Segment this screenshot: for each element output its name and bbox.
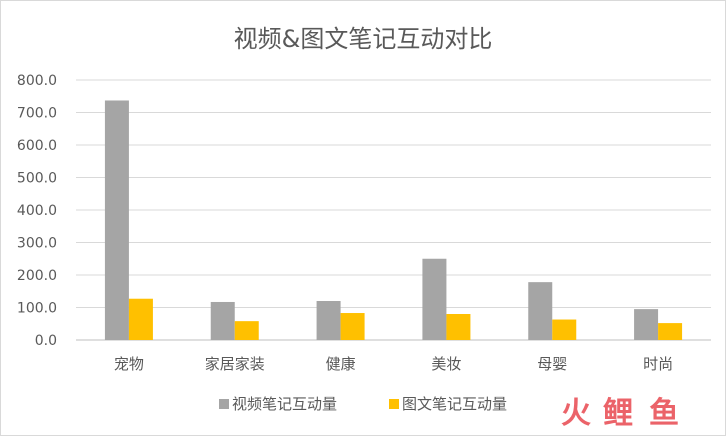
y-tick-label: 500.0	[17, 171, 57, 187]
watermark-char: 鱼	[649, 396, 679, 431]
chart-title: 视频&图文笔记互动对比	[234, 25, 493, 53]
bar-image-3	[446, 314, 471, 340]
x-category-label: 家居家装	[205, 355, 265, 373]
y-tick-label: 400.0	[17, 203, 57, 219]
watermark-logo: 火鲤鱼	[561, 396, 679, 431]
bar-video-0	[104, 100, 129, 340]
y-tick-label: 800.0	[17, 73, 57, 89]
bars	[104, 100, 683, 340]
bar-video-3	[422, 258, 447, 340]
bar-video-4	[528, 282, 553, 340]
y-tick-label: 700.0	[17, 106, 57, 122]
y-tick-label: 600.0	[17, 138, 57, 154]
x-category-label: 宠物	[114, 355, 144, 373]
bar-video-5	[634, 309, 659, 340]
bar-image-2	[340, 313, 365, 340]
bar-image-4	[552, 319, 577, 340]
watermark-char: 火	[561, 396, 591, 431]
x-axis-categories: 宠物 家居家装 健康 美妆 母婴 时尚	[114, 355, 673, 373]
watermark-char: 鲤	[603, 396, 633, 431]
legend-label: 图文笔记互动量	[402, 395, 507, 413]
x-category-label: 美妆	[431, 355, 461, 373]
bar-video-1	[210, 301, 235, 340]
y-tick-label: 100.0	[17, 301, 57, 317]
legend: 视频笔记互动量 图文笔记互动量	[219, 395, 507, 413]
x-category-label: 母婴	[537, 355, 567, 373]
bar-image-1	[234, 321, 259, 340]
y-axis-ticks: 0.0 100.0 200.0 300.0 400.0 500.0 600.0 700.0 80…	[17, 73, 57, 349]
legend-swatch	[389, 399, 399, 409]
y-tick-label: 0.0	[35, 333, 57, 349]
y-tick-label: 200.0	[17, 268, 57, 284]
bar-video-2	[316, 301, 341, 340]
gridlines	[76, 79, 711, 341]
legend-label: 视频笔记互动量	[232, 395, 337, 413]
bar-image-0	[128, 298, 153, 340]
bar-image-5	[658, 323, 683, 340]
x-category-label: 时尚	[643, 355, 673, 373]
y-tick-label: 300.0	[17, 236, 57, 252]
x-category-label: 健康	[326, 355, 356, 373]
legend-swatch	[219, 399, 229, 409]
